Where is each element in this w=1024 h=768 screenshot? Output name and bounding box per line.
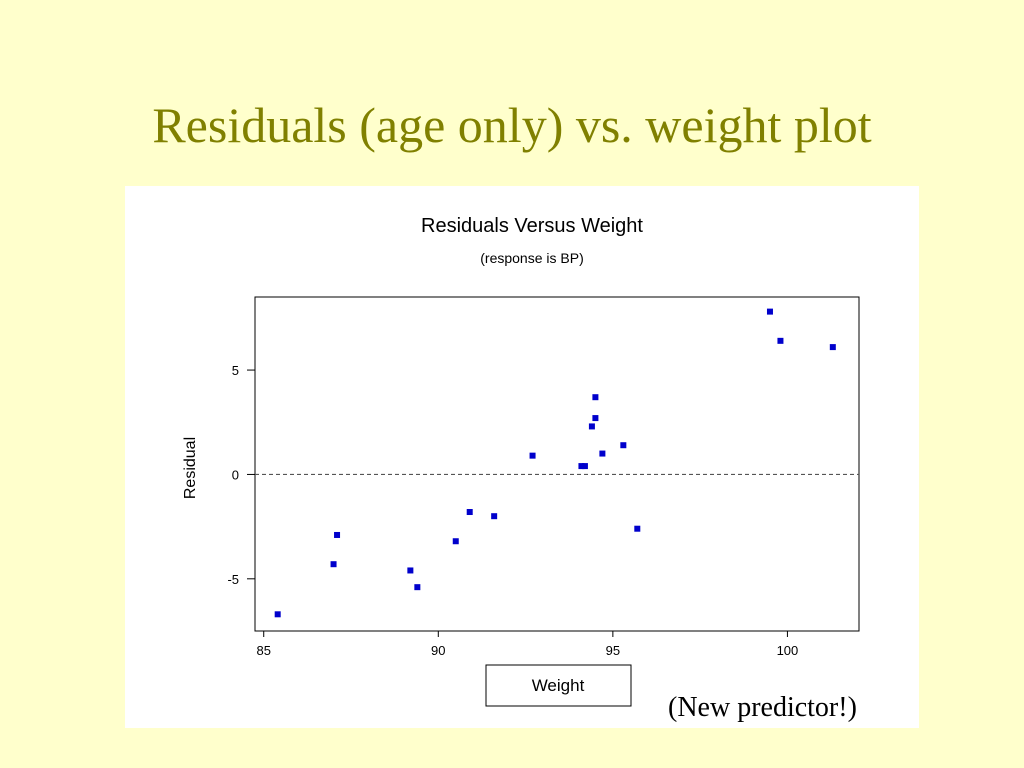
data-point: [274, 611, 281, 618]
data-point: [829, 344, 836, 351]
data-point: [777, 337, 784, 344]
data-point: [588, 423, 595, 430]
data-point: [466, 509, 473, 516]
annotation-note: (New predictor!): [668, 692, 857, 723]
data-point: [599, 450, 606, 457]
data-point: [634, 525, 641, 532]
residual-scatter-chart: Residuals Versus Weight (response is BP)…: [182, 215, 860, 707]
data-point: [592, 415, 599, 422]
data-point: [334, 531, 341, 538]
data-point: [407, 567, 414, 574]
chart-panel: Residuals Versus Weight (response is BP)…: [125, 186, 919, 728]
y-axis: -5 0 5: [227, 363, 255, 587]
data-point: [529, 452, 536, 459]
data-point: [581, 463, 588, 470]
x-axis: 85 90 95 100: [256, 631, 798, 658]
data-point: [414, 584, 421, 591]
chart-title: Residuals Versus Weight: [421, 215, 643, 237]
slide-title: Residuals (age only) vs. weight plot: [152, 97, 872, 153]
y-tick-label: -5: [227, 572, 239, 587]
data-points: [274, 308, 836, 618]
data-point: [452, 538, 459, 545]
y-tick-label: 0: [232, 467, 239, 482]
plot-frame: [254, 296, 860, 632]
x-tick-label: 95: [606, 643, 620, 658]
y-axis-label: Residual: [182, 437, 199, 499]
x-axis-label-box: [485, 664, 632, 707]
x-tick-label: 85: [256, 643, 270, 658]
data-point: [491, 513, 498, 520]
chart-subtitle: (response is BP): [480, 250, 583, 266]
y-tick-label: 5: [232, 363, 239, 378]
x-tick-label: 90: [431, 643, 445, 658]
data-point: [766, 308, 773, 315]
data-point: [592, 394, 599, 401]
x-tick-label: 100: [777, 643, 799, 658]
data-point: [620, 442, 627, 449]
x-axis-label: Weight: [532, 676, 585, 695]
data-point: [578, 463, 585, 470]
data-point: [330, 561, 337, 568]
